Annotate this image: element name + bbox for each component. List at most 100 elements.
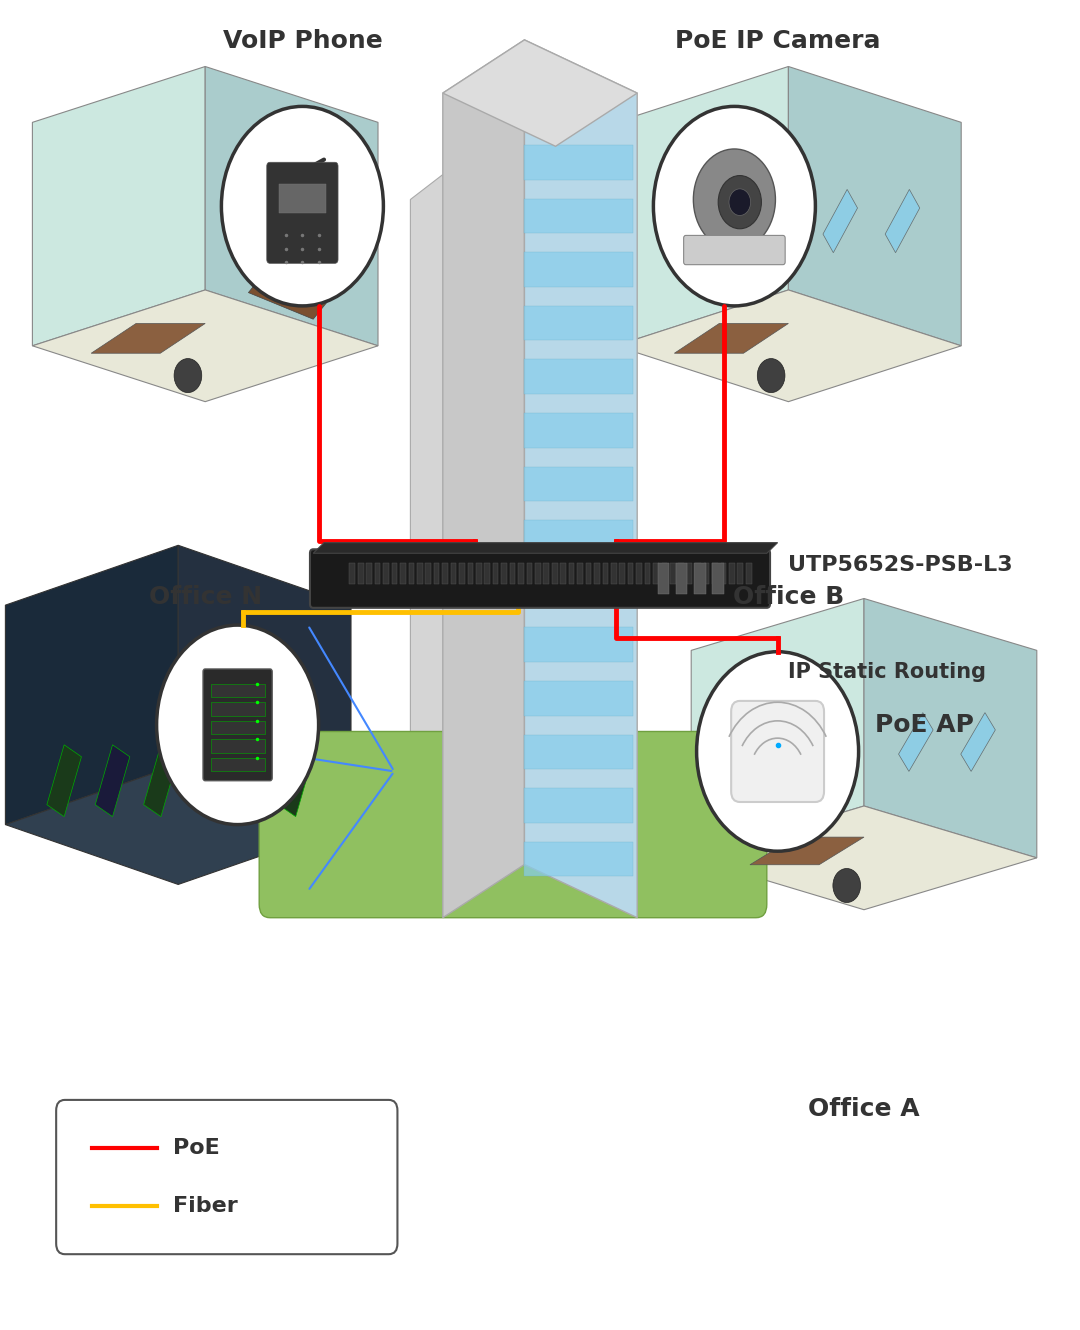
FancyBboxPatch shape [684, 235, 785, 265]
Bar [653, 564, 659, 584]
Polygon shape [240, 189, 274, 253]
Polygon shape [525, 359, 633, 394]
Bar [676, 564, 687, 593]
Bar [738, 564, 743, 584]
Polygon shape [525, 842, 633, 876]
FancyBboxPatch shape [259, 732, 767, 918]
Polygon shape [525, 573, 633, 609]
Polygon shape [864, 598, 1037, 858]
FancyBboxPatch shape [310, 549, 770, 608]
Polygon shape [525, 414, 633, 448]
Bar [543, 564, 549, 584]
Bar [662, 564, 667, 584]
Bar [417, 564, 422, 584]
Polygon shape [144, 745, 178, 817]
Polygon shape [961, 713, 996, 771]
Bar [729, 564, 734, 584]
Polygon shape [462, 160, 540, 865]
Bar [658, 564, 670, 593]
Bar [627, 564, 634, 584]
Bar [392, 564, 397, 584]
Bar [527, 564, 532, 584]
Bar [585, 564, 591, 584]
Polygon shape [95, 745, 130, 817]
Bar [211, 739, 265, 753]
Text: VoIP Phone: VoIP Phone [222, 29, 382, 53]
Circle shape [718, 176, 761, 229]
Polygon shape [691, 806, 1037, 910]
Text: UTP5652S-PSB-L3: UTP5652S-PSB-L3 [788, 555, 1013, 576]
Text: PoE IP Camera: PoE IP Camera [675, 29, 880, 53]
Bar [211, 758, 265, 771]
Polygon shape [279, 745, 313, 817]
Polygon shape [525, 628, 633, 662]
Circle shape [157, 625, 319, 825]
Bar [704, 564, 710, 584]
Bar [375, 564, 380, 584]
Bar [720, 564, 726, 584]
Bar [485, 564, 490, 584]
Polygon shape [46, 745, 81, 817]
Polygon shape [616, 290, 961, 402]
Bar [518, 564, 524, 584]
Polygon shape [525, 145, 633, 180]
Text: PoE: PoE [173, 1137, 219, 1158]
Polygon shape [525, 198, 633, 233]
Polygon shape [302, 189, 337, 253]
Text: Fiber: Fiber [173, 1196, 238, 1217]
Polygon shape [616, 66, 788, 346]
Bar [594, 564, 599, 584]
Polygon shape [32, 66, 205, 346]
Polygon shape [443, 40, 525, 918]
Bar [279, 184, 326, 213]
Circle shape [221, 106, 383, 306]
Bar [687, 564, 692, 584]
Bar [350, 564, 355, 584]
FancyBboxPatch shape [203, 669, 272, 781]
Polygon shape [5, 765, 351, 884]
Polygon shape [195, 745, 230, 817]
Polygon shape [205, 66, 378, 346]
Text: IP Static Routing: IP Static Routing [788, 661, 986, 682]
Bar [561, 564, 566, 584]
Polygon shape [525, 253, 633, 287]
Polygon shape [525, 306, 633, 340]
Bar [670, 564, 676, 584]
Bar [696, 564, 701, 584]
Polygon shape [886, 189, 920, 253]
Bar [357, 564, 364, 584]
Circle shape [653, 106, 815, 306]
Polygon shape [443, 40, 637, 146]
Polygon shape [313, 543, 778, 553]
Bar [694, 564, 705, 593]
FancyBboxPatch shape [56, 1100, 397, 1254]
Text: Office N: Office N [149, 585, 261, 609]
Bar [383, 564, 389, 584]
Bar [510, 564, 515, 584]
FancyBboxPatch shape [267, 162, 338, 263]
Polygon shape [5, 545, 178, 825]
Bar [492, 564, 499, 584]
Bar [569, 564, 575, 584]
FancyBboxPatch shape [731, 701, 824, 802]
Circle shape [697, 652, 859, 851]
Bar [678, 564, 684, 584]
Bar [450, 564, 457, 584]
Bar [211, 702, 265, 716]
Polygon shape [91, 323, 205, 354]
Bar [366, 564, 372, 584]
Bar [443, 564, 448, 584]
Polygon shape [525, 520, 633, 555]
Polygon shape [750, 837, 864, 865]
Polygon shape [788, 66, 961, 346]
Text: PoE AP: PoE AP [875, 713, 974, 737]
Polygon shape [248, 213, 378, 319]
Bar [746, 564, 752, 584]
Bar [636, 564, 642, 584]
Bar [459, 564, 464, 584]
Polygon shape [525, 681, 633, 716]
Polygon shape [899, 713, 933, 771]
Polygon shape [691, 598, 864, 858]
Bar [535, 564, 541, 584]
Bar [426, 564, 431, 584]
